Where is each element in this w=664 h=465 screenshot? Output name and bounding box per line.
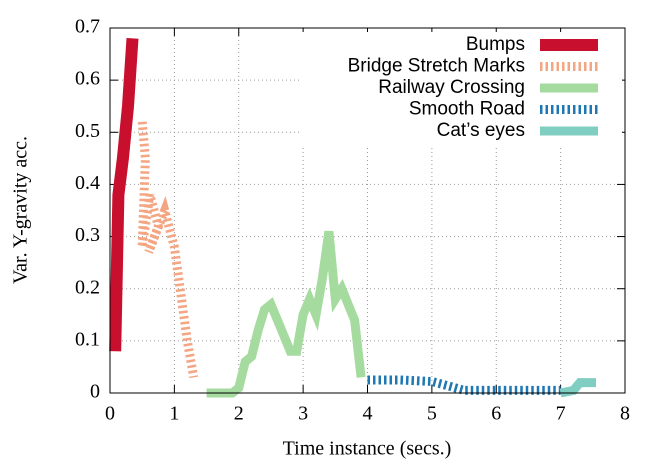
y-tick-label: 0.5 <box>75 120 100 142</box>
x-tick-label: 8 <box>620 403 630 425</box>
x-tick-label: 1 <box>169 403 179 425</box>
series-line <box>206 230 366 398</box>
y-tick-label: 0.3 <box>75 224 100 246</box>
x-tick-label: 2 <box>234 403 244 425</box>
plot-frame <box>109 27 626 394</box>
legend-label: Cat’s eyes <box>437 120 525 141</box>
x-tick-label: 5 <box>427 403 437 425</box>
y-tick-label: 0.1 <box>75 328 100 350</box>
x-tick-label: 6 <box>491 403 501 425</box>
series-line <box>367 375 561 395</box>
legend-label: Bumps <box>466 34 525 55</box>
x-tick-label: 0 <box>105 403 115 425</box>
y-tick-label: 0.7 <box>75 16 100 38</box>
y-tick-label: 0.4 <box>75 172 100 194</box>
x-axis-label: Time instance (secs.) <box>283 438 452 460</box>
series-line <box>137 121 199 379</box>
legend-label: Railway Crossing <box>378 77 525 98</box>
x-tick-label: 7 <box>556 403 566 425</box>
series-line <box>559 378 596 398</box>
y-tick-label: 0.6 <box>75 68 100 90</box>
x-tick-label: 4 <box>363 403 373 425</box>
legend-label: Bridge Stretch Marks <box>348 56 525 77</box>
x-tick-label: 3 <box>298 403 308 425</box>
legend-label: Smooth Road <box>409 99 525 120</box>
y-tick-label: 0 <box>90 381 100 403</box>
y-axis-label: Var. Y-gravity acc. <box>10 136 32 284</box>
y-tick-label: 0.2 <box>75 276 100 298</box>
series-line <box>109 38 139 352</box>
